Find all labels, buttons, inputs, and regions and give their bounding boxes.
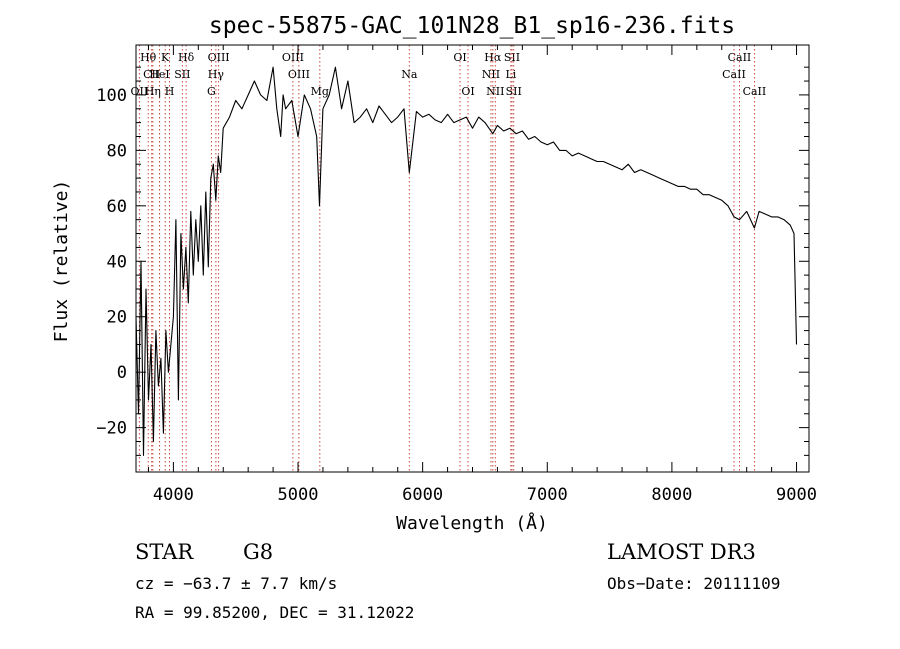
line-marker-label: OI — [453, 51, 466, 64]
line-marker-label: NII — [482, 68, 500, 81]
y-tick-label: 40 — [107, 252, 127, 272]
survey-name: LAMOST DR3 — [607, 540, 756, 564]
y-tick-label: 20 — [107, 308, 127, 328]
y-axis-ticks: −20 0 20 40 60 80 100 — [96, 66, 809, 456]
line-marker-label: SII — [506, 85, 522, 98]
y-tick-label: 60 — [107, 197, 127, 217]
y-tick-label: 80 — [107, 141, 127, 161]
y-tick-label: 100 — [96, 86, 127, 106]
line-marker-label: G — [207, 85, 216, 98]
line-marker-label: CaII — [743, 85, 767, 98]
line-marker-label: HeI — [149, 68, 169, 81]
line-marker-label: NII — [486, 85, 504, 98]
line-marker-label: OIII — [288, 68, 310, 81]
line-marker-label: SII — [504, 51, 520, 64]
line-marker-label: Li — [505, 68, 516, 81]
object-subclass: G8 — [243, 540, 274, 564]
line-marker-label: Hδ — [178, 51, 195, 64]
line-marker-label: SII — [174, 68, 190, 81]
observation-date: Obs−Date: 20111109 — [607, 574, 781, 593]
y-axis-label: Flux (relative) — [51, 180, 72, 343]
x-tick-label: 9000 — [776, 485, 817, 505]
x-tick-label: 5000 — [278, 485, 319, 505]
coordinates: RA = 99.85200, DEC = 31.12022 — [135, 603, 415, 622]
x-tick-label: 4000 — [153, 485, 194, 505]
line-marker-label: CaII — [728, 51, 752, 64]
line-marker-label: CII — [143, 68, 160, 81]
line-marker-label: Mg — [311, 85, 329, 98]
line-marker-label: OIII — [208, 51, 230, 64]
line-marker-label: Hγ — [208, 68, 225, 81]
line-marker-label: OI — [461, 85, 474, 98]
x-tick-label: 7000 — [527, 485, 568, 505]
line-marker-label: OIII — [282, 51, 304, 64]
line-marker-label: H — [165, 85, 175, 98]
plot-frame — [135, 44, 810, 473]
line-marker-label: CaII — [722, 68, 746, 81]
line-marker-label: Hη — [145, 85, 161, 98]
line-marker-label: Hθ — [140, 51, 157, 64]
line-marker-label: Na — [401, 68, 418, 81]
y-tick-label: −20 — [96, 419, 127, 439]
x-tick-label: 8000 — [651, 485, 692, 505]
x-tick-label: 6000 — [402, 485, 443, 505]
chart-title: spec-55875-GAC_101N28_B1_sp16-236.fits — [209, 13, 735, 39]
object-class: STAR — [135, 540, 194, 564]
line-marker-label: K — [161, 51, 170, 64]
redshift-velocity: cz = −63.7 ± 7.7 km/s — [135, 574, 338, 593]
line-marker-label: Hα — [484, 51, 502, 64]
spectrum-line — [135, 66, 798, 456]
y-tick-label: 0 — [117, 363, 127, 383]
x-axis-ticks: 4000 5000 6000 7000 8000 9000 — [147, 45, 817, 505]
x-axis-label: Wavelength (Å) — [396, 512, 548, 534]
